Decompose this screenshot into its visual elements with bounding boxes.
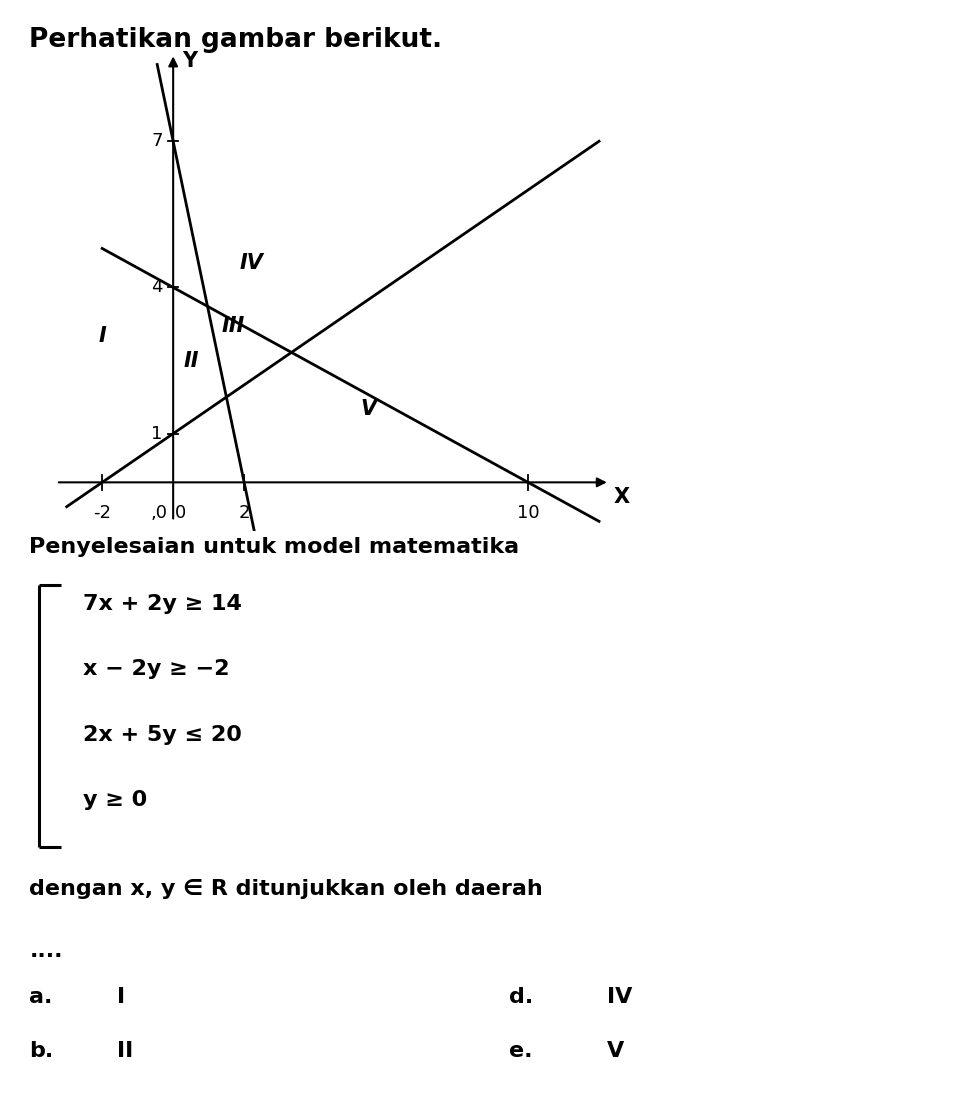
Text: II: II [117, 1041, 134, 1061]
Text: 4: 4 [151, 278, 162, 297]
Text: b.: b. [29, 1041, 54, 1061]
Text: -2: -2 [93, 505, 111, 522]
Text: Penyelesaian untuk model matematika: Penyelesaian untuk model matematika [29, 537, 519, 557]
Text: ,0: ,0 [151, 505, 167, 522]
Text: X: X [612, 487, 629, 507]
Text: V: V [360, 400, 376, 419]
Text: 10: 10 [516, 505, 539, 522]
Text: I: I [117, 987, 125, 1006]
Text: Y: Y [182, 51, 197, 71]
Text: x − 2y ≥ −2: x − 2y ≥ −2 [83, 659, 230, 679]
Text: 0: 0 [175, 505, 187, 522]
Text: d.: d. [509, 987, 533, 1006]
Text: 2: 2 [239, 505, 249, 522]
Text: III: III [222, 316, 244, 336]
Text: ....: .... [29, 942, 63, 961]
Text: y ≥ 0: y ≥ 0 [83, 791, 148, 810]
Text: 2x + 5y ≤ 20: 2x + 5y ≤ 20 [83, 725, 242, 745]
Text: IV: IV [606, 987, 632, 1006]
Text: II: II [183, 350, 199, 370]
Text: Perhatikan gambar berikut.: Perhatikan gambar berikut. [29, 27, 442, 54]
Text: IV: IV [239, 253, 263, 273]
Text: V: V [606, 1041, 624, 1061]
Text: 7: 7 [151, 132, 162, 150]
Text: dengan x, y ∈ R ditunjukkan oleh daerah: dengan x, y ∈ R ditunjukkan oleh daerah [29, 878, 543, 899]
Text: 1: 1 [151, 425, 162, 442]
Text: I: I [98, 326, 106, 346]
Text: 7x + 2y ≥ 14: 7x + 2y ≥ 14 [83, 593, 242, 614]
Text: a.: a. [29, 987, 53, 1006]
Text: e.: e. [509, 1041, 532, 1061]
